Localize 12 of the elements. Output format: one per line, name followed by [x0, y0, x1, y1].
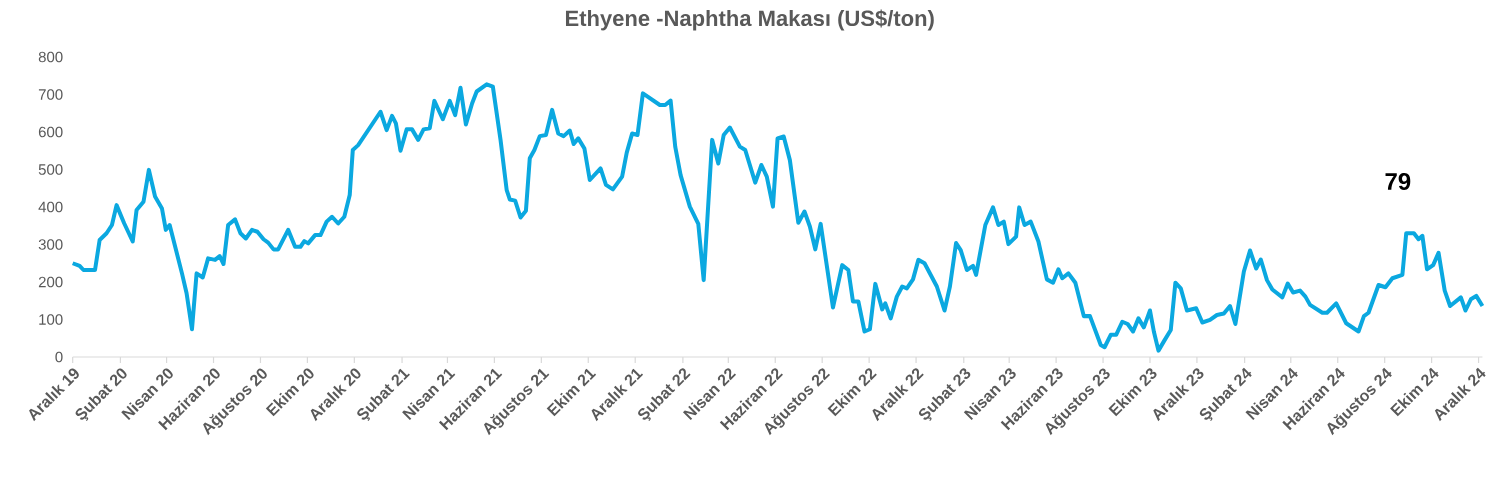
y-tick-label: 500 — [38, 164, 63, 175]
y-tick-label: 800 — [38, 51, 63, 63]
y-tick-label: 100 — [39, 314, 63, 325]
y-tick-label: 0 — [55, 351, 63, 363]
y-tick-label: 400 — [38, 201, 63, 213]
y-tick-label: 600 — [38, 126, 63, 138]
y-tick-label: 200 — [38, 276, 63, 288]
line-series — [70, 82, 1485, 353]
chart-title: Ethyene -Naphtha Makası (US$/ton) — [565, 9, 934, 31]
y-tick-label: 300 — [38, 239, 63, 250]
annotation: 79 — [1385, 173, 1411, 190]
y-tick-label: 700 — [38, 89, 63, 100]
